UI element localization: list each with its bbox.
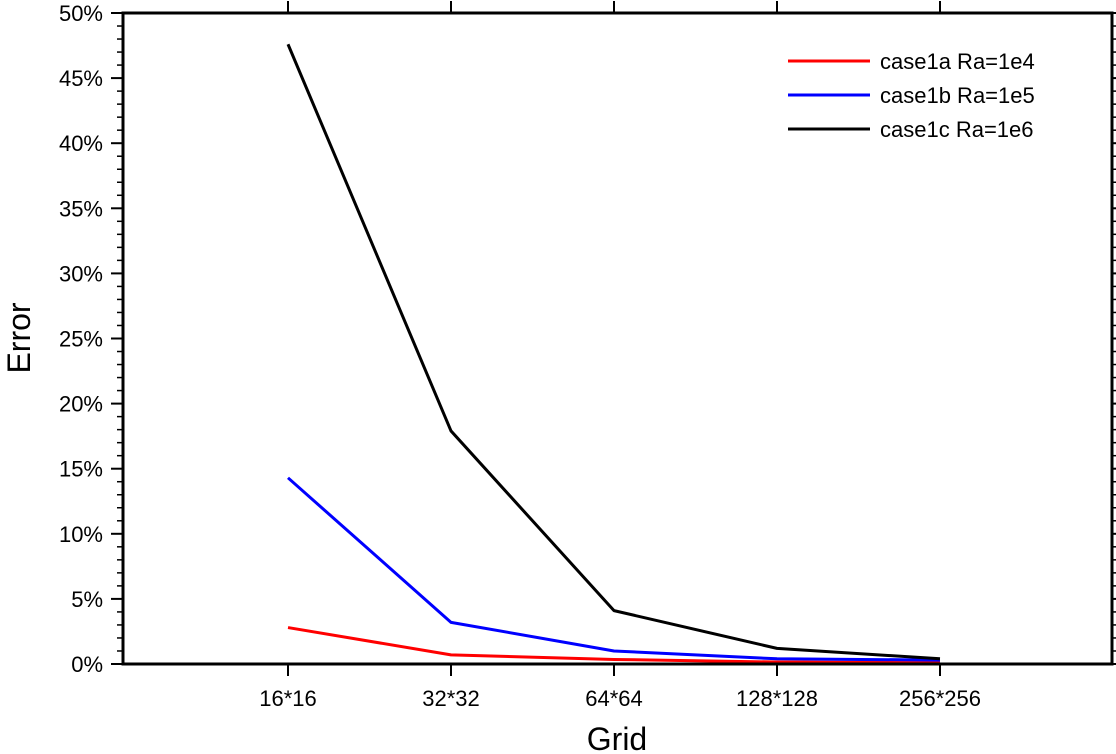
legend-label: case1c Ra=1e6 (880, 117, 1034, 142)
y-tick-label: 45% (59, 66, 103, 91)
y-tick-label: 15% (59, 457, 103, 482)
legend-label: case1a Ra=1e4 (880, 49, 1035, 74)
series-line-2 (287, 476, 941, 662)
x-tick-label: 16*16 (259, 686, 317, 711)
x-tick-label: 128*128 (736, 686, 818, 711)
y-tick-label: 10% (59, 522, 103, 547)
y-tick-label: 25% (59, 327, 103, 352)
y-axis-title: Error (1, 302, 37, 373)
y-tick-label: 50% (59, 1, 103, 26)
y-tick-label: 35% (59, 196, 103, 221)
series-line-3 (286, 43, 941, 661)
x-tick-label: 32*32 (422, 686, 480, 711)
y-tick-label: 20% (59, 392, 103, 417)
plot-frame (121, 11, 1114, 666)
y-tick-label: 30% (59, 261, 103, 286)
y-tick-label: 0% (71, 652, 103, 677)
y-tick-label: 40% (59, 131, 103, 156)
y-axis-ticks: 0% 5% 10% 15% 20% 25% 30% 35% 40% 45% 50% (59, 1, 1116, 677)
series-lines (286, 43, 941, 665)
y-tick-label: 5% (71, 587, 103, 612)
x-tick-label: 256*256 (899, 686, 981, 711)
x-axis-ticks: 16*16 32*32 64*64 128*128 256*256 (259, 1, 981, 711)
legend-label: case1b Ra=1e5 (880, 83, 1035, 108)
x-axis-title: Grid (587, 721, 647, 754)
x-tick-label: 64*64 (585, 686, 643, 711)
series-line-1 (287, 626, 941, 665)
legend: case1a Ra=1e4 case1b Ra=1e5 case1c Ra=1e6 (788, 49, 1035, 142)
